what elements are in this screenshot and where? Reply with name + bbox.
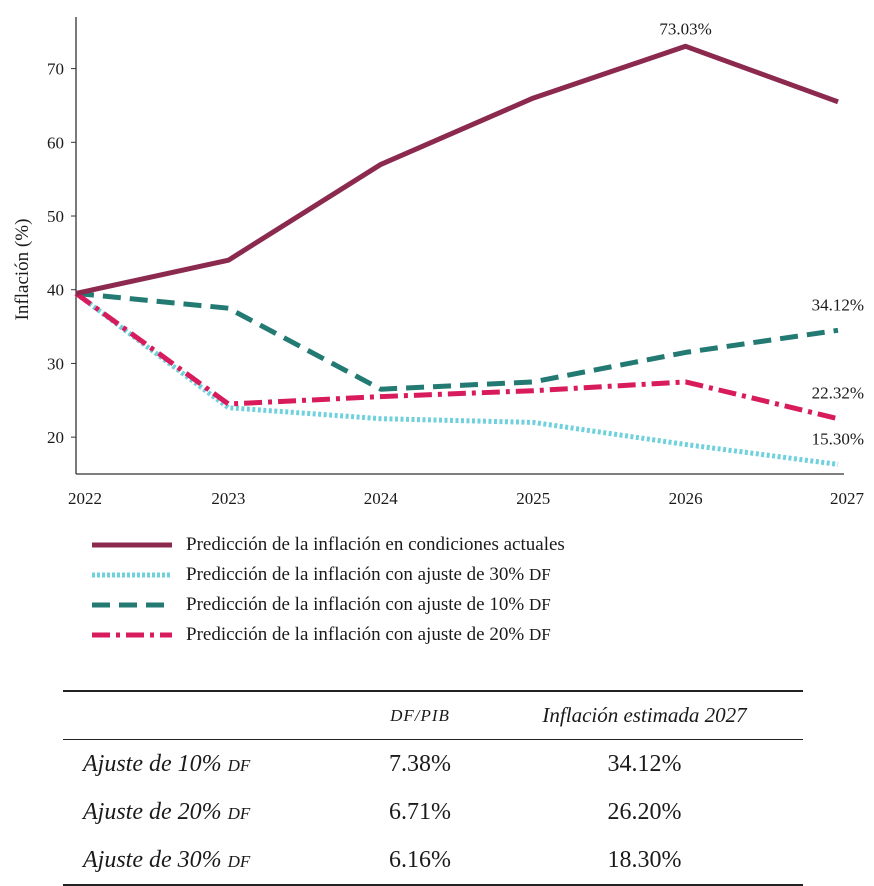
legend-swatch-dotted bbox=[92, 570, 172, 580]
legend-item: Predicción de la inflación en condicione… bbox=[92, 530, 565, 560]
series-line-solid bbox=[76, 46, 838, 293]
legend-label: Predicción de la inflación con ajuste de… bbox=[186, 594, 551, 616]
y-tick-label: 40 bbox=[47, 281, 64, 300]
x-tick-label: 2027 bbox=[830, 489, 865, 508]
x-tick-label: 2025 bbox=[516, 489, 550, 508]
data-label: 34.12% bbox=[812, 295, 864, 314]
legend-label: Predicción de la inflación con ajuste de… bbox=[186, 624, 551, 646]
chart-axes: 20 30 40 50 60 70 2022 2023 2024 2025 2026 2027 Infl… bbox=[12, 17, 865, 508]
chart-legend: Predicción de la inflación en condicione… bbox=[92, 530, 565, 650]
row-inflation: 34.12% bbox=[486, 740, 803, 789]
row-inflation: 26.20% bbox=[486, 788, 803, 836]
legend-swatch-dashdot bbox=[92, 630, 172, 640]
table-header-empty bbox=[63, 691, 354, 740]
y-tick-label: 30 bbox=[47, 354, 64, 373]
x-tick-label: 2026 bbox=[669, 489, 703, 508]
y-tick-label: 50 bbox=[47, 207, 64, 226]
x-tick-label: 2024 bbox=[364, 489, 399, 508]
y-tick-label: 20 bbox=[47, 428, 64, 447]
line-chart: 20 30 40 50 60 70 2022 2023 2024 2025 2026 2027 Infl… bbox=[0, 0, 874, 525]
legend-swatch-solid bbox=[92, 540, 172, 550]
table-row: Ajuste de 20% DF 6.71% 26.20% bbox=[63, 788, 803, 836]
row-label: Ajuste de 10% DF bbox=[63, 740, 354, 789]
chart-series bbox=[76, 46, 838, 464]
y-axis-label: Inflación (%) bbox=[12, 219, 33, 321]
y-tick-label: 70 bbox=[47, 60, 64, 79]
legend-swatch-dashed bbox=[92, 600, 172, 610]
legend-item: Predicción de la inflación con ajuste de… bbox=[92, 620, 565, 650]
legend-item: Predicción de la inflación con ajuste de… bbox=[92, 590, 565, 620]
x-tick-label: 2023 bbox=[211, 489, 245, 508]
data-label: 22.32% bbox=[812, 384, 864, 403]
y-tick-label: 60 bbox=[47, 133, 64, 152]
table-header-inflation: Inflación estimada 2027 bbox=[486, 691, 803, 740]
x-tick-label: 2022 bbox=[68, 489, 102, 508]
table-header-df-pib: DF/PIB bbox=[354, 691, 486, 740]
row-label: Ajuste de 20% DF bbox=[63, 788, 354, 836]
row-df: 7.38% bbox=[354, 740, 486, 789]
data-label: 15.30% bbox=[812, 429, 864, 448]
table-row: Ajuste de 10% DF 7.38% 34.12% bbox=[63, 740, 803, 789]
legend-label: Predicción de la inflación con ajuste de… bbox=[186, 564, 551, 586]
data-label: 73.03% bbox=[659, 19, 711, 38]
summary-table: DF/PIB Inflación estimada 2027 Ajuste de… bbox=[63, 690, 803, 886]
series-line-dashdot bbox=[76, 293, 838, 418]
row-df: 6.71% bbox=[354, 788, 486, 836]
legend-label: Predicción de la inflación en condicione… bbox=[186, 534, 565, 556]
table-header-row: DF/PIB Inflación estimada 2027 bbox=[63, 691, 803, 740]
legend-item: Predicción de la inflación con ajuste de… bbox=[92, 560, 565, 590]
